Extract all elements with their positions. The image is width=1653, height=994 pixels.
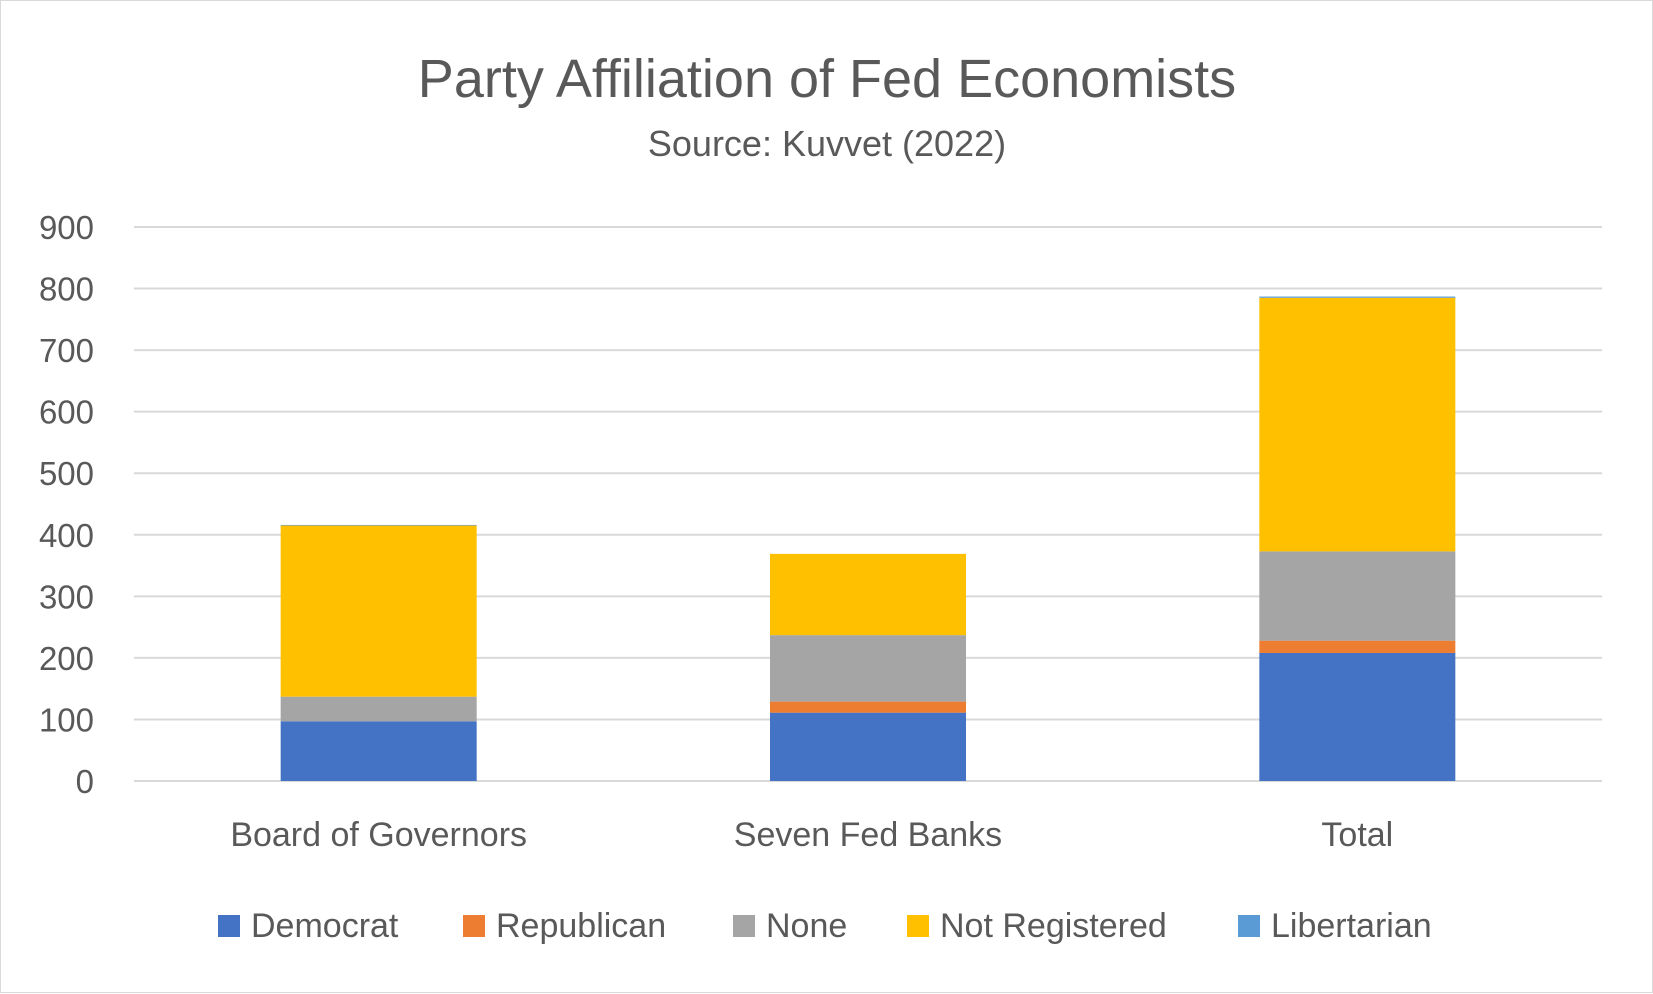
y-tick-label: 100 bbox=[39, 701, 94, 738]
bar-segment-republican bbox=[1259, 640, 1456, 653]
x-category-label: Total bbox=[1321, 816, 1393, 854]
legend-label: Republican bbox=[496, 907, 666, 945]
x-axis-categories: Board of Governors Seven Fed Banks Total bbox=[230, 816, 1393, 854]
bar-segment-libertarian bbox=[1259, 296, 1456, 298]
bar-segment-not-registered bbox=[770, 553, 966, 636]
y-tick-label: 400 bbox=[39, 517, 94, 554]
y-tick-label: 300 bbox=[39, 578, 94, 615]
bars bbox=[280, 296, 1456, 781]
bar-segment-none bbox=[280, 696, 477, 722]
y-axis-ticks: 0 100 200 300 400 500 600 700 800 900 bbox=[39, 209, 94, 800]
legend-label: Not Registered bbox=[940, 907, 1167, 945]
legend-label: Democrat bbox=[251, 907, 399, 945]
bar-segment-not-registered bbox=[280, 525, 477, 697]
y-tick-label: 700 bbox=[39, 332, 94, 369]
y-tick-label: 900 bbox=[39, 209, 94, 246]
y-tick-label: 0 bbox=[76, 763, 94, 800]
legend-swatch bbox=[907, 915, 929, 937]
bar-segment-libertarian bbox=[280, 524, 477, 526]
bar-segment-democrat bbox=[1259, 652, 1456, 781]
legend-swatch bbox=[733, 915, 755, 937]
y-tick-label: 600 bbox=[39, 394, 94, 431]
bar-segment-none bbox=[1259, 551, 1456, 641]
chart-title: Party Affiliation of Fed Economists bbox=[418, 49, 1236, 109]
legend-label: None bbox=[766, 907, 847, 945]
legend-label: Libertarian bbox=[1271, 907, 1432, 945]
legend-swatch bbox=[1238, 915, 1260, 937]
legend-swatch bbox=[463, 915, 485, 937]
legend: Democrat Republican None Not Registered Libe… bbox=[218, 907, 1432, 945]
x-category-label: Board of Governors bbox=[230, 816, 527, 854]
x-category-label: Seven Fed Banks bbox=[734, 816, 1002, 854]
y-tick-label: 200 bbox=[39, 640, 94, 677]
bar-segment-democrat bbox=[280, 721, 477, 781]
legend-swatch bbox=[218, 915, 240, 937]
chart-subtitle: Source: Kuvvet (2022) bbox=[648, 123, 1006, 164]
bar-segment-democrat bbox=[770, 712, 966, 781]
y-tick-label: 500 bbox=[39, 455, 94, 492]
y-tick-label: 800 bbox=[39, 271, 94, 308]
bar-segment-none bbox=[770, 635, 966, 702]
bar-segment-republican bbox=[770, 701, 966, 713]
bar-segment-not-registered bbox=[1259, 297, 1456, 552]
